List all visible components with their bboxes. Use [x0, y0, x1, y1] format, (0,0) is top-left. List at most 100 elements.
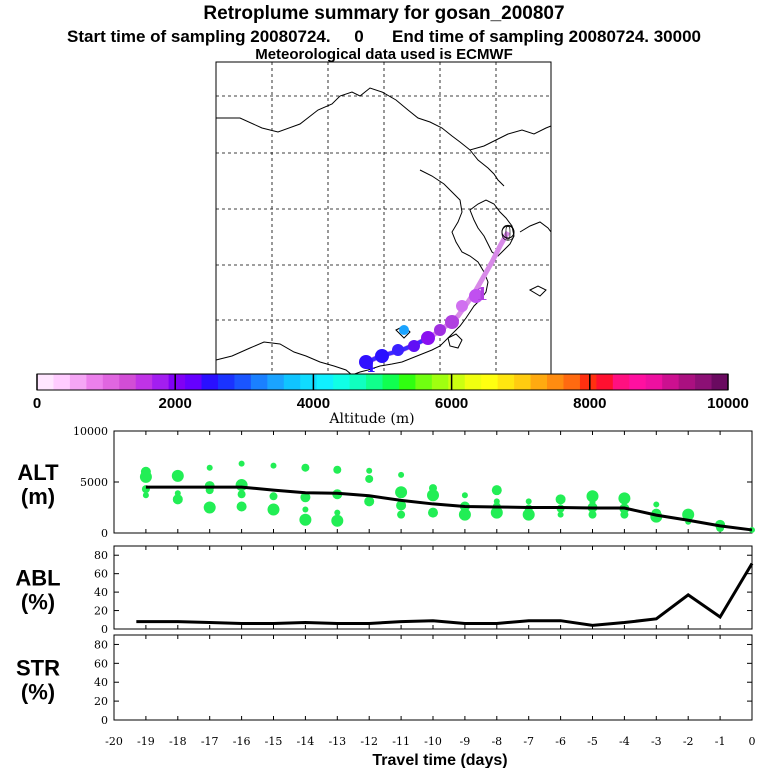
colorbar-swatch [250, 374, 268, 390]
x-tick-label: -1 [715, 735, 726, 748]
x-tick-label: -19 [137, 735, 155, 748]
x-axis-label: Travel time (days) [372, 752, 507, 768]
altitude-cluster-point [206, 464, 213, 471]
trajectory-marker [421, 331, 435, 345]
y-tick-label: 20 [94, 605, 108, 618]
y-tick-label: 0 [101, 714, 108, 727]
y-tick-label: 80 [94, 549, 108, 562]
y-tick-label: 20 [94, 695, 108, 708]
map-gridlines [216, 62, 551, 375]
sampling-time-subtitle: Start time of sampling 20080724. 0 End t… [67, 27, 701, 46]
trajectory-marker [456, 300, 468, 312]
colorbar-swatch [168, 374, 186, 390]
trajectory-marker [408, 340, 420, 352]
colorbar-swatch [201, 374, 219, 390]
x-tick-label: -14 [297, 735, 315, 748]
colorbar-swatch [267, 374, 285, 390]
x-tick-label: -12 [360, 735, 378, 748]
map-frame [215, 61, 552, 376]
altitude-cluster-point [269, 492, 278, 501]
colorbar-swatch [69, 374, 87, 390]
panel-title: ABL [15, 566, 60, 591]
colorbar-swatch [645, 374, 663, 390]
trajectory-marker [434, 324, 446, 336]
altitude-cluster-point [299, 513, 312, 526]
altitude-cluster-point [331, 514, 344, 527]
colorbar-swatch [217, 374, 235, 390]
colorbar-tick-label: 6000 [435, 395, 468, 412]
altitude-cluster-point [302, 506, 309, 513]
colorbar-swatch [316, 374, 334, 390]
colorbar-swatch [612, 374, 630, 390]
trajectory-marker [501, 225, 515, 239]
colorbar-swatch [234, 374, 252, 390]
colorbar-tick-label: 2000 [159, 395, 192, 412]
x-tick-label: -9 [460, 735, 471, 748]
colorbar-swatch [678, 374, 696, 390]
altitude-cluster-point [589, 499, 596, 506]
altitude-cluster-point [525, 498, 532, 505]
colorbar-swatch [152, 374, 170, 390]
trajectory-label: 1 [476, 284, 489, 305]
x-tick-label: -4 [619, 735, 630, 748]
y-tick-label: 0 [101, 527, 108, 540]
altitude-cluster-point [429, 484, 437, 493]
y-tick-label: 40 [94, 676, 108, 689]
trajectory-marker [392, 344, 404, 356]
colorbar-swatch [185, 374, 203, 390]
altitude-cluster-point [490, 506, 503, 519]
colorbar-swatch [629, 374, 647, 390]
x-tick-label: -20 [105, 735, 123, 748]
altitude-cluster-point [428, 507, 438, 518]
altitude-cluster-point [171, 469, 184, 482]
altitude-cluster-point [557, 511, 564, 518]
trajectory-marker [469, 289, 483, 303]
x-tick-label: -11 [392, 735, 410, 748]
altitude-cluster-point [301, 463, 310, 472]
colorbar-swatch [596, 374, 614, 390]
x-tick-label: -15 [265, 735, 283, 748]
x-tick-label: -10 [424, 735, 442, 748]
colorbar-swatch [398, 374, 416, 390]
colorbar-swatch [86, 374, 104, 390]
altitude-cluster-point [396, 500, 407, 511]
y-tick-label: 60 [94, 568, 108, 581]
altitude-cluster-point [555, 494, 566, 505]
altitude-cluster-point [140, 466, 151, 477]
coastlines [215, 87, 552, 376]
colorbar-swatch [448, 374, 466, 390]
colorbar-swatch [283, 374, 301, 390]
altitude-cluster-point [364, 496, 375, 507]
meteo-data-subtitle: Meteorological data used is ECMWF [255, 46, 513, 63]
altitude-cluster-point [267, 503, 280, 516]
colorbar-swatch [119, 374, 137, 390]
panel-str: 0 20 40 60 80 STR(%) [16, 634, 753, 727]
trajectory-label: 0 [501, 221, 515, 245]
altitude-cluster-point [203, 501, 216, 514]
colorbar-swatch [53, 374, 71, 390]
x-tick-label: -13 [328, 735, 346, 748]
y-tick-label: 0 [101, 623, 108, 636]
trajectory-marker [399, 325, 409, 335]
colorbar-swatch [415, 374, 433, 390]
y-tick-label: 40 [94, 586, 108, 599]
altitude-cluster-point [366, 467, 373, 474]
altitude-cluster-point [236, 501, 247, 512]
panel-title: ALT [17, 460, 59, 485]
altitude-cluster-point [398, 471, 405, 478]
panel-unit: (m) [21, 484, 55, 509]
page-title: Retroplume summary for gosan_200807 [203, 3, 565, 24]
colorbar-swatch [349, 374, 367, 390]
altitude-cluster-point [395, 486, 408, 499]
colorbar-swatch [497, 374, 515, 390]
trajectory-label: 4 [364, 357, 375, 376]
x-tick-label: -5 [587, 735, 598, 748]
map-panel: 0 1 4 [215, 61, 552, 376]
colorbar-swatch [382, 374, 400, 390]
colorbar-tick-label: 8000 [573, 395, 606, 412]
x-tick-label: -3 [651, 735, 662, 748]
altitude-cluster-point [493, 498, 500, 505]
colorbar-swatch [695, 374, 713, 390]
x-tick-label: -8 [491, 735, 502, 748]
altitude-cluster-point [172, 494, 183, 505]
